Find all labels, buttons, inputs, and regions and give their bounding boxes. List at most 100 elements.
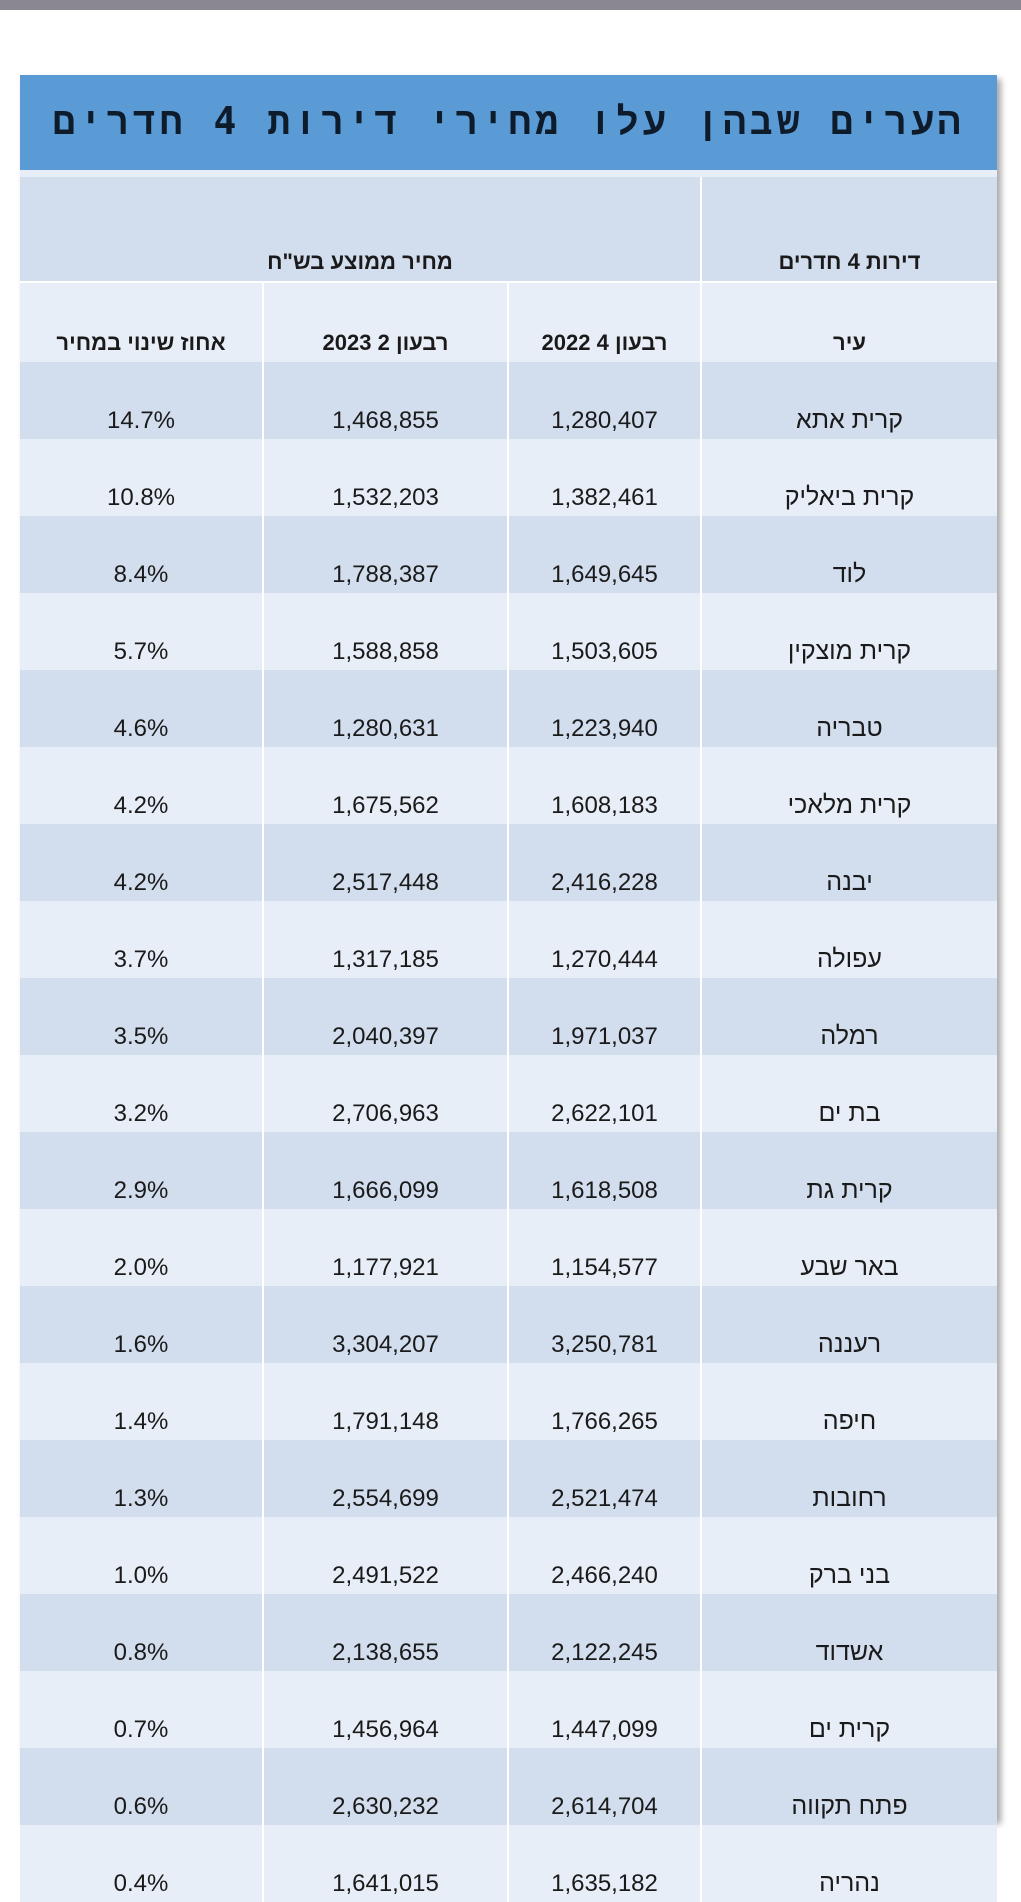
cell-city: באר שבע bbox=[700, 1209, 997, 1286]
cell-q2-2023: 1,468,855 bbox=[262, 362, 508, 439]
cell-q4-2022: 1,503,605 bbox=[507, 593, 701, 670]
cell-city: עפולה bbox=[700, 901, 997, 978]
table-title: הערים שבהן עלו מחירי דירות 4 חדרים bbox=[52, 99, 965, 143]
cell-q2-2023: 2,040,397 bbox=[262, 978, 508, 1055]
price-table: דירות 4 חדרים מחיר ממוצע בש"ח עיר רבעון … bbox=[20, 177, 997, 1902]
table-row: נהריה 1,635,182 1,641,015 0.4% bbox=[20, 1825, 997, 1902]
table-row: רעננה 3,250,781 3,304,207 1.6% bbox=[20, 1286, 997, 1363]
cell-change: 1.4% bbox=[20, 1363, 263, 1440]
cell-q4-2022: 2,466,240 bbox=[507, 1517, 701, 1594]
cell-q2-2023: 2,706,963 bbox=[262, 1055, 508, 1132]
cell-q4-2022: 2,622,101 bbox=[507, 1055, 701, 1132]
header-change: אחוז שינוי במחיר bbox=[20, 281, 263, 362]
cell-q2-2023: 2,138,655 bbox=[262, 1594, 508, 1671]
cell-q4-2022: 1,154,577 bbox=[507, 1209, 701, 1286]
cell-city: קרית מלאכי bbox=[700, 747, 997, 824]
table-row: בת ים 2,622,101 2,706,963 3.2% bbox=[20, 1055, 997, 1132]
cell-change: 1.3% bbox=[20, 1440, 263, 1517]
cell-q2-2023: 3,304,207 bbox=[262, 1286, 508, 1363]
cell-q2-2023: 1,675,562 bbox=[262, 747, 508, 824]
cell-city: נהריה bbox=[700, 1825, 997, 1902]
cell-city: פתח תקווה bbox=[700, 1748, 997, 1825]
cell-q2-2023: 2,630,232 bbox=[262, 1748, 508, 1825]
table-row: רחובות 2,521,474 2,554,699 1.3% bbox=[20, 1440, 997, 1517]
cell-city: טבריה bbox=[700, 670, 997, 747]
cell-q4-2022: 1,649,645 bbox=[507, 516, 701, 593]
table-row: בני ברק 2,466,240 2,491,522 1.0% bbox=[20, 1517, 997, 1594]
cell-q2-2023: 1,177,921 bbox=[262, 1209, 508, 1286]
cell-change: 14.7% bbox=[20, 362, 263, 439]
cell-q2-2023: 1,532,203 bbox=[262, 439, 508, 516]
cell-q4-2022: 1,382,461 bbox=[507, 439, 701, 516]
header-row-group: דירות 4 חדרים מחיר ממוצע בש"ח bbox=[20, 177, 997, 282]
cell-city: קרית גת bbox=[700, 1132, 997, 1209]
table-row: באר שבע 1,154,577 1,177,921 2.0% bbox=[20, 1209, 997, 1286]
cell-change: 1.6% bbox=[20, 1286, 263, 1363]
cell-city: קרית ביאליק bbox=[700, 439, 997, 516]
cell-city: חיפה bbox=[700, 1363, 997, 1440]
table-title-bar: הערים שבהן עלו מחירי דירות 4 חדרים bbox=[20, 75, 997, 170]
table-row: קרית מוצקין 1,503,605 1,588,858 5.7% bbox=[20, 593, 997, 670]
cell-city: רחובות bbox=[700, 1440, 997, 1517]
cell-city: אשדוד bbox=[700, 1594, 997, 1671]
top-border-bar bbox=[0, 0, 1021, 10]
cell-city: בת ים bbox=[700, 1055, 997, 1132]
cell-q4-2022: 3,250,781 bbox=[507, 1286, 701, 1363]
cell-city: קרית ים bbox=[700, 1671, 997, 1748]
price-table-card: הערים שבהן עלו מחירי דירות 4 חדרים דירות… bbox=[20, 75, 997, 1902]
cell-q2-2023: 2,491,522 bbox=[262, 1517, 508, 1594]
table-row: עפולה 1,270,444 1,317,185 3.7% bbox=[20, 901, 997, 978]
cell-q4-2022: 1,447,099 bbox=[507, 1671, 701, 1748]
cell-q2-2023: 2,554,699 bbox=[262, 1440, 508, 1517]
cell-change: 4.2% bbox=[20, 747, 263, 824]
cell-change: 1.0% bbox=[20, 1517, 263, 1594]
cell-q2-2023: 1,280,631 bbox=[262, 670, 508, 747]
cell-city: רמלה bbox=[700, 978, 997, 1055]
cell-city: קרית אתא bbox=[700, 362, 997, 439]
cell-q2-2023: 2,517,448 bbox=[262, 824, 508, 901]
cell-change: 0.6% bbox=[20, 1748, 263, 1825]
table-row: טבריה 1,223,940 1,280,631 4.6% bbox=[20, 670, 997, 747]
header-q2-2023: רבעון 2 2023 bbox=[262, 281, 508, 362]
header-row-columns: עיר רבעון 4 2022 רבעון 2 2023 אחוז שינוי… bbox=[20, 281, 997, 362]
cell-q2-2023: 1,317,185 bbox=[262, 901, 508, 978]
cell-q4-2022: 1,223,940 bbox=[507, 670, 701, 747]
cell-change: 2.0% bbox=[20, 1209, 263, 1286]
table-row: קרית אתא 1,280,407 1,468,855 14.7% bbox=[20, 362, 997, 439]
cell-q4-2022: 2,614,704 bbox=[507, 1748, 701, 1825]
cell-q2-2023: 1,788,387 bbox=[262, 516, 508, 593]
cell-change: 3.5% bbox=[20, 978, 263, 1055]
header-group-label: דירות 4 חדרים bbox=[700, 177, 997, 282]
cell-q4-2022: 1,618,508 bbox=[507, 1132, 701, 1209]
cell-q4-2022: 1,270,444 bbox=[507, 901, 701, 978]
cell-city: יבנה bbox=[700, 824, 997, 901]
cell-q2-2023: 1,791,148 bbox=[262, 1363, 508, 1440]
cell-q2-2023: 1,588,858 bbox=[262, 593, 508, 670]
cell-q2-2023: 1,641,015 bbox=[262, 1825, 508, 1902]
cell-change: 10.8% bbox=[20, 439, 263, 516]
cell-q4-2022: 1,608,183 bbox=[507, 747, 701, 824]
cell-q4-2022: 1,766,265 bbox=[507, 1363, 701, 1440]
cell-change: 3.7% bbox=[20, 901, 263, 978]
table-row: קרית מלאכי 1,608,183 1,675,562 4.2% bbox=[20, 747, 997, 824]
cell-city: לוד bbox=[700, 516, 997, 593]
cell-city: קרית מוצקין bbox=[700, 593, 997, 670]
cell-change: 0.7% bbox=[20, 1671, 263, 1748]
table-row: רמלה 1,971,037 2,040,397 3.5% bbox=[20, 978, 997, 1055]
cell-city: רעננה bbox=[700, 1286, 997, 1363]
header-q4-2022: רבעון 4 2022 bbox=[507, 281, 701, 362]
cell-q2-2023: 1,666,099 bbox=[262, 1132, 508, 1209]
table-row: חיפה 1,766,265 1,791,148 1.4% bbox=[20, 1363, 997, 1440]
table-row: קרית ביאליק 1,382,461 1,532,203 10.8% bbox=[20, 439, 997, 516]
cell-q4-2022: 1,280,407 bbox=[507, 362, 701, 439]
cell-change: 2.9% bbox=[20, 1132, 263, 1209]
cell-q4-2022: 2,521,474 bbox=[507, 1440, 701, 1517]
cell-change: 5.7% bbox=[20, 593, 263, 670]
cell-q4-2022: 1,971,037 bbox=[507, 978, 701, 1055]
table-row: לוד 1,649,645 1,788,387 8.4% bbox=[20, 516, 997, 593]
table-row: פתח תקווה 2,614,704 2,630,232 0.6% bbox=[20, 1748, 997, 1825]
cell-change: 4.2% bbox=[20, 824, 263, 901]
cell-q4-2022: 2,122,245 bbox=[507, 1594, 701, 1671]
table-row: קרית גת 1,618,508 1,666,099 2.9% bbox=[20, 1132, 997, 1209]
header-city: עיר bbox=[700, 281, 997, 362]
